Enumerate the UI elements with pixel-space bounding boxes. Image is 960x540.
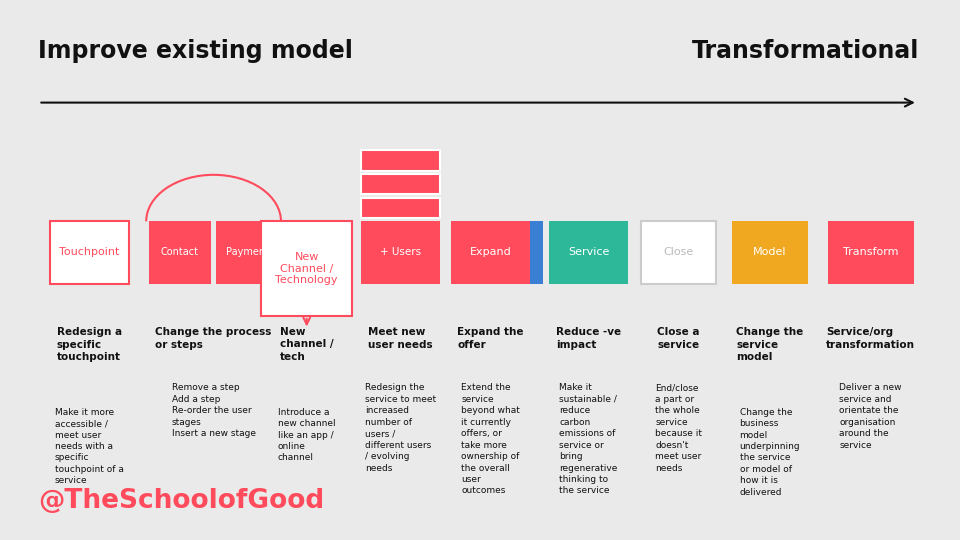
Text: Extend the
service
beyond what
it currently
offers, or
take more
ownership of
th: Extend the service beyond what it curren… (461, 383, 520, 496)
Text: Service: Service (567, 247, 610, 258)
FancyBboxPatch shape (149, 221, 211, 284)
Text: Change the process
or steps: Change the process or steps (156, 327, 272, 349)
Text: + Users: + Users (380, 247, 420, 258)
FancyBboxPatch shape (361, 198, 440, 218)
Text: Service/org
transformation: Service/org transformation (827, 327, 915, 349)
Text: Expand the
offer: Expand the offer (457, 327, 524, 349)
Text: Make it
sustainable /
reduce
carbon
emissions of
service or
bring
regenerative
t: Make it sustainable / reduce carbon emis… (560, 383, 617, 496)
Text: New
Channel /
Technology: New Channel / Technology (276, 252, 338, 285)
Text: Change the
service
model: Change the service model (736, 327, 804, 362)
Text: Touchpoint: Touchpoint (60, 247, 119, 258)
Text: Transformational: Transformational (692, 39, 920, 63)
Text: Model: Model (754, 247, 786, 258)
Text: Reduce -ve
impact: Reduce -ve impact (556, 327, 621, 349)
Text: New
channel /
tech: New channel / tech (280, 327, 333, 362)
FancyBboxPatch shape (828, 221, 914, 284)
Text: Improve existing model: Improve existing model (38, 39, 353, 63)
FancyBboxPatch shape (530, 221, 543, 284)
FancyBboxPatch shape (641, 221, 716, 284)
FancyBboxPatch shape (50, 221, 129, 284)
FancyBboxPatch shape (217, 221, 278, 284)
FancyBboxPatch shape (732, 221, 808, 284)
FancyBboxPatch shape (549, 221, 628, 284)
FancyBboxPatch shape (361, 174, 440, 194)
Text: Remove a step
Add a step
Re-order the user
stages
Insert a new stage: Remove a step Add a step Re-order the us… (172, 383, 255, 438)
Text: Expand: Expand (469, 247, 512, 258)
Text: Change the
business
model
underpinning
the service
or model of
how it is
deliver: Change the business model underpinning t… (739, 408, 801, 497)
Text: @TheSchoolofGood: @TheSchoolofGood (38, 488, 324, 514)
FancyBboxPatch shape (361, 221, 440, 284)
Text: Meet new
user needs: Meet new user needs (368, 327, 433, 349)
Text: Redesign the
service to meet
increased
number of
users /
different users
/ evolv: Redesign the service to meet increased n… (365, 383, 436, 472)
FancyBboxPatch shape (361, 150, 440, 171)
Text: Make it more
accessible /
meet user
needs with a
specific
touchpoint of a
servic: Make it more accessible / meet user need… (55, 408, 124, 485)
Text: Contact: Contact (160, 247, 199, 258)
Text: Deliver a new
service and
orientate the
organisation
around the
service: Deliver a new service and orientate the … (839, 383, 902, 450)
Text: End/close
a part or
the whole
service
because it
doesn't
meet user
needs: End/close a part or the whole service be… (656, 383, 702, 472)
Text: Close: Close (663, 247, 694, 258)
Text: Introduce a
new channel
like an app /
online
channel: Introduce a new channel like an app / on… (277, 408, 336, 462)
Text: Payment: Payment (226, 247, 269, 258)
Text: Transform: Transform (843, 247, 899, 258)
FancyBboxPatch shape (261, 221, 352, 316)
Text: Redesign a
specific
touchpoint: Redesign a specific touchpoint (57, 327, 122, 362)
Text: Close a
service: Close a service (658, 327, 700, 349)
FancyBboxPatch shape (451, 221, 530, 284)
